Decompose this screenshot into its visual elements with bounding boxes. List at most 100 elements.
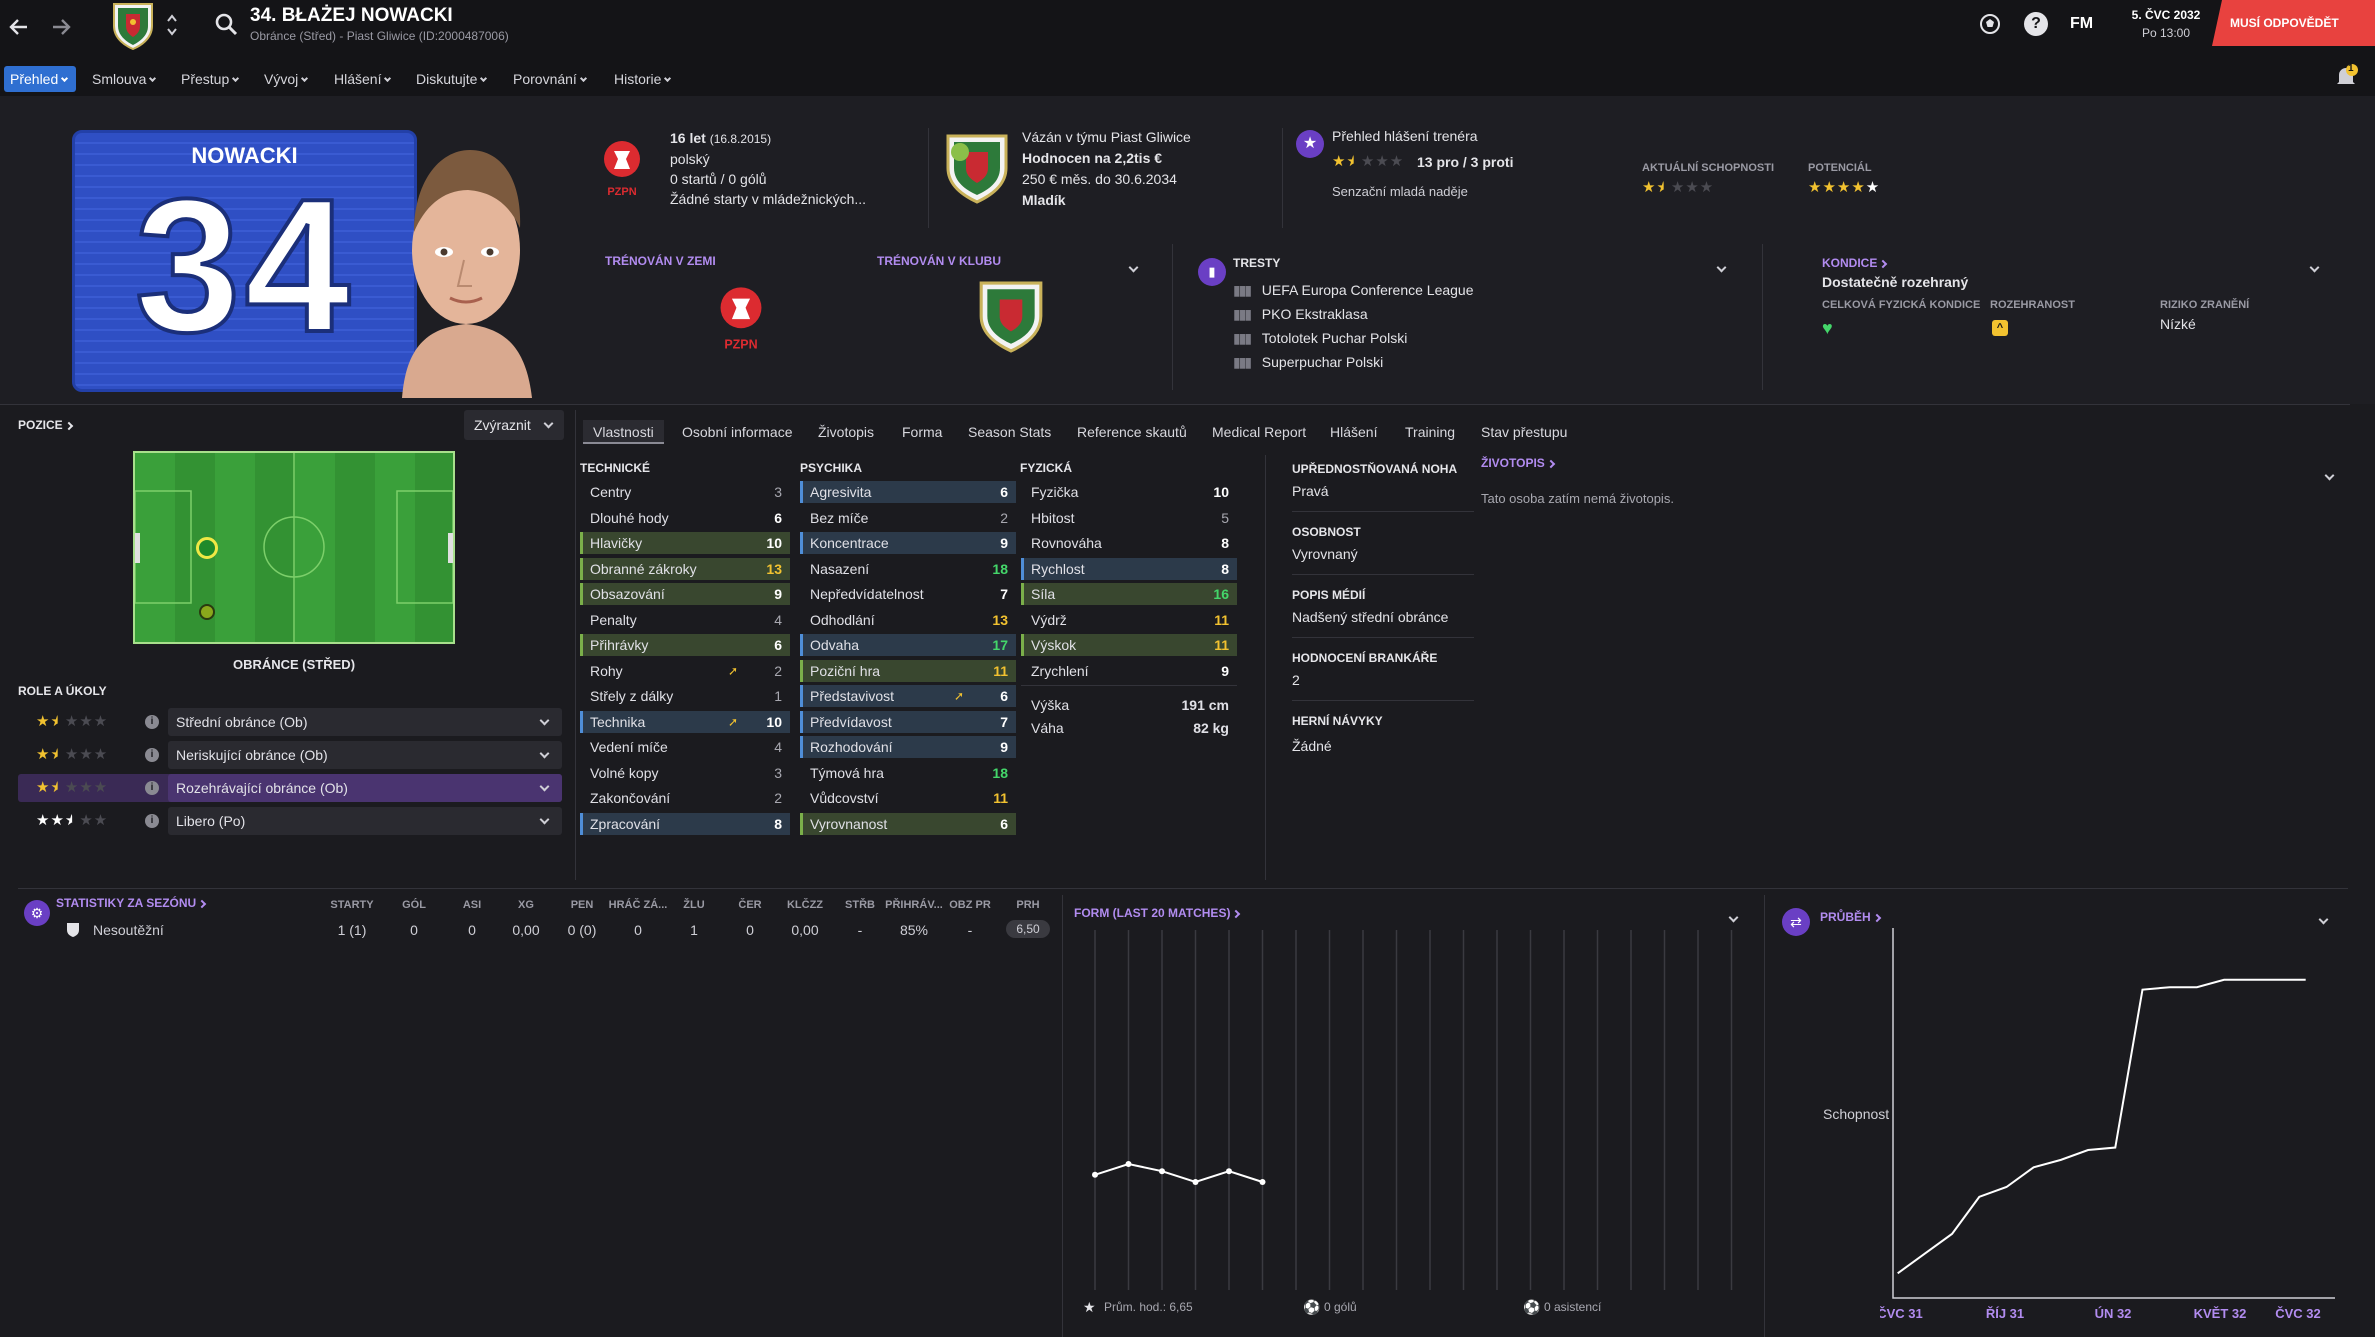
progress-title[interactable]: PRŮBĚH xyxy=(1820,910,1881,924)
info-icon[interactable]: i xyxy=(145,814,159,828)
nav-reports[interactable]: Hlášení xyxy=(328,66,396,92)
form-point[interactable] xyxy=(1159,1168,1165,1175)
season-stat-header[interactable]: STARTY xyxy=(330,899,374,911)
form-expand-icon[interactable] xyxy=(1728,908,1739,925)
season-stat-header[interactable]: GÓL xyxy=(402,899,426,911)
nav-compare[interactable]: Porovnání xyxy=(507,66,592,92)
attribute-row[interactable]: Rychlost 8 xyxy=(1021,557,1237,580)
attribute-row[interactable]: Předvídavost 7 xyxy=(800,710,1016,733)
form-point[interactable] xyxy=(1125,1161,1132,1167)
attribute-row[interactable]: Centry 3 xyxy=(580,481,790,503)
attribute-row[interactable]: Nepředvídatelnost 7 xyxy=(800,583,1016,605)
attribute-row[interactable]: Vedení míče 4 xyxy=(580,736,790,758)
attribute-row[interactable]: Agresivita 6 xyxy=(800,481,1016,503)
season-stat-header[interactable]: PRH xyxy=(1016,899,1040,911)
attribute-row[interactable]: Vyrovnanost 6 xyxy=(800,812,1016,835)
season-stat-header[interactable]: PEN xyxy=(570,899,594,911)
info-icon[interactable]: i xyxy=(145,748,159,762)
coach-report-icon[interactable]: ★ xyxy=(1296,130,1324,158)
attribute-row[interactable]: Nasazení 18 xyxy=(800,558,1016,580)
club-crest[interactable] xyxy=(942,132,1012,206)
search-icon[interactable] xyxy=(213,11,239,37)
notification-icon[interactable]: 1 xyxy=(2332,62,2360,90)
form-point[interactable] xyxy=(1226,1168,1232,1175)
nav-discuss[interactable]: Diskutujte xyxy=(410,66,492,92)
attribute-row[interactable]: Hbitost 5 xyxy=(1021,507,1237,529)
form-point[interactable] xyxy=(1259,1179,1266,1185)
form-point[interactable] xyxy=(1192,1179,1199,1185)
season-stat-header[interactable]: PŘIHRÁV... xyxy=(885,899,943,911)
season-stat-header[interactable]: ASI xyxy=(462,899,482,911)
fitness-title[interactable]: KONDICE xyxy=(1822,256,1888,270)
player-switch-icon[interactable] xyxy=(165,10,179,40)
attribute-row[interactable]: Fyzička 10 xyxy=(1021,481,1237,503)
attribute-row[interactable]: Poziční hra 11 xyxy=(800,659,1016,682)
attribute-row[interactable]: Odhodlání 13 xyxy=(800,609,1016,631)
attribute-row[interactable]: Výskok 11 xyxy=(1021,634,1237,656)
tab-training[interactable]: Training xyxy=(1405,424,1456,440)
position-title[interactable]: POZICE xyxy=(18,418,73,432)
forward-icon[interactable] xyxy=(48,14,74,40)
highlight-dropdown[interactable]: Zvýraznit xyxy=(464,410,564,440)
coach-report-title[interactable]: Přehled hlášení trenéra xyxy=(1332,128,1478,144)
season-stat-header[interactable]: OBZ PR xyxy=(949,899,991,911)
season-stat-header[interactable]: ČER xyxy=(738,899,762,911)
tab-season-stats[interactable]: Season Stats xyxy=(968,424,1052,440)
tab-medical[interactable]: Medical Report xyxy=(1212,424,1307,440)
biography-expand-icon[interactable] xyxy=(2324,466,2335,483)
bans-expand-icon[interactable] xyxy=(1716,258,1727,275)
form-title[interactable]: FORM (LAST 20 MATCHES) xyxy=(1074,906,1241,920)
attribute-row[interactable]: Obsazování 9 xyxy=(580,583,790,605)
attribute-row[interactable]: Technika 10 ➚ xyxy=(580,710,790,733)
season-stat-header[interactable]: HRÁČ ZÁ... xyxy=(608,899,668,911)
role-row-2[interactable]: ★★★★★ i Neriskující obránce (Ob) xyxy=(18,741,562,769)
role-row-4[interactable]: ★★★★★ i Libero (Po) xyxy=(18,807,562,835)
attribute-row[interactable]: Přihrávky 6 xyxy=(580,634,790,656)
attribute-row[interactable]: Koncentrace 9 xyxy=(800,532,1016,554)
attribute-row[interactable]: Týmová hra 18 xyxy=(800,762,1016,784)
attribute-row[interactable]: Dlouhé hody 6 xyxy=(580,507,790,529)
must-respond-button[interactable]: MUSÍ ODPOVĚDĚT xyxy=(2212,0,2375,46)
info-icon[interactable]: i xyxy=(145,715,159,729)
attribute-row[interactable]: Představivost 6 ➚ xyxy=(800,685,1016,707)
attribute-row[interactable]: Volné kopy 3 xyxy=(580,762,790,784)
attribute-row[interactable]: Rovnováha 8 xyxy=(1021,532,1237,554)
nav-history[interactable]: Historie xyxy=(608,66,676,92)
tab-personal-info[interactable]: Osobní informace xyxy=(682,424,793,440)
tab-form[interactable]: Forma xyxy=(902,424,943,440)
season-stats-title[interactable]: STATISTIKY ZA SEZÓNU xyxy=(56,896,207,910)
form-point[interactable] xyxy=(1092,1171,1098,1178)
attribute-row[interactable]: Bez míče 2 xyxy=(800,507,1016,529)
attribute-row[interactable]: Penalty 4 xyxy=(580,609,790,631)
attribute-row[interactable]: Obranné zákroky 13 xyxy=(580,557,790,580)
role-dropdown[interactable]: Libero (Po) xyxy=(168,807,562,835)
trained-club-label[interactable]: TRÉNOVÁN V KLUBU xyxy=(877,254,1002,268)
attribute-row[interactable]: Zakončování 2 xyxy=(580,787,790,809)
trained-nation-label[interactable]: TRÉNOVÁN V ZEMI xyxy=(605,254,716,268)
trained-expand-icon[interactable] xyxy=(1128,258,1139,275)
attribute-row[interactable]: Síla 16 xyxy=(1021,583,1237,605)
nav-overview[interactable]: Přehled xyxy=(4,66,76,92)
attribute-row[interactable]: Rozhodování 9 xyxy=(800,736,1016,758)
attribute-row[interactable]: Střely z dálky 1 xyxy=(580,685,790,707)
role-row-1[interactable]: ★★★★★ i Střední obránce (Ob) xyxy=(18,708,562,736)
tab-transfer-status[interactable]: Stav přestupu xyxy=(1481,424,1568,440)
attribute-row[interactable]: Zrychlení 9 xyxy=(1021,660,1237,682)
football-icon[interactable] xyxy=(1978,12,2002,36)
tab-attributes[interactable]: Vlastnosti xyxy=(583,420,664,444)
role-dropdown[interactable]: Neriskující obránce (Ob) xyxy=(168,741,562,769)
tab-biography[interactable]: Životopis xyxy=(818,424,875,440)
role-dropdown[interactable]: Střední obránce (Ob) xyxy=(168,708,562,736)
biography-title[interactable]: ŽIVOTOPIS xyxy=(1481,456,1556,470)
info-icon[interactable]: i xyxy=(145,781,159,795)
help-icon[interactable]: ? xyxy=(2024,12,2048,36)
attribute-row[interactable]: Výdrž 11 xyxy=(1021,609,1237,631)
attribute-row[interactable]: Odvaha 17 xyxy=(800,634,1016,656)
fm-logo[interactable]: FM xyxy=(2070,15,2094,32)
fitness-expand-icon[interactable] xyxy=(2309,258,2320,275)
attribute-row[interactable]: Zpracování 8 xyxy=(580,812,790,835)
attribute-row[interactable]: Vůdcovství 11 xyxy=(800,787,1016,809)
nav-development[interactable]: Vývoj xyxy=(258,66,313,92)
role-dropdown[interactable]: Rozehrávající obránce (Ob) xyxy=(168,774,562,802)
nav-contract[interactable]: Smlouva xyxy=(86,66,161,92)
